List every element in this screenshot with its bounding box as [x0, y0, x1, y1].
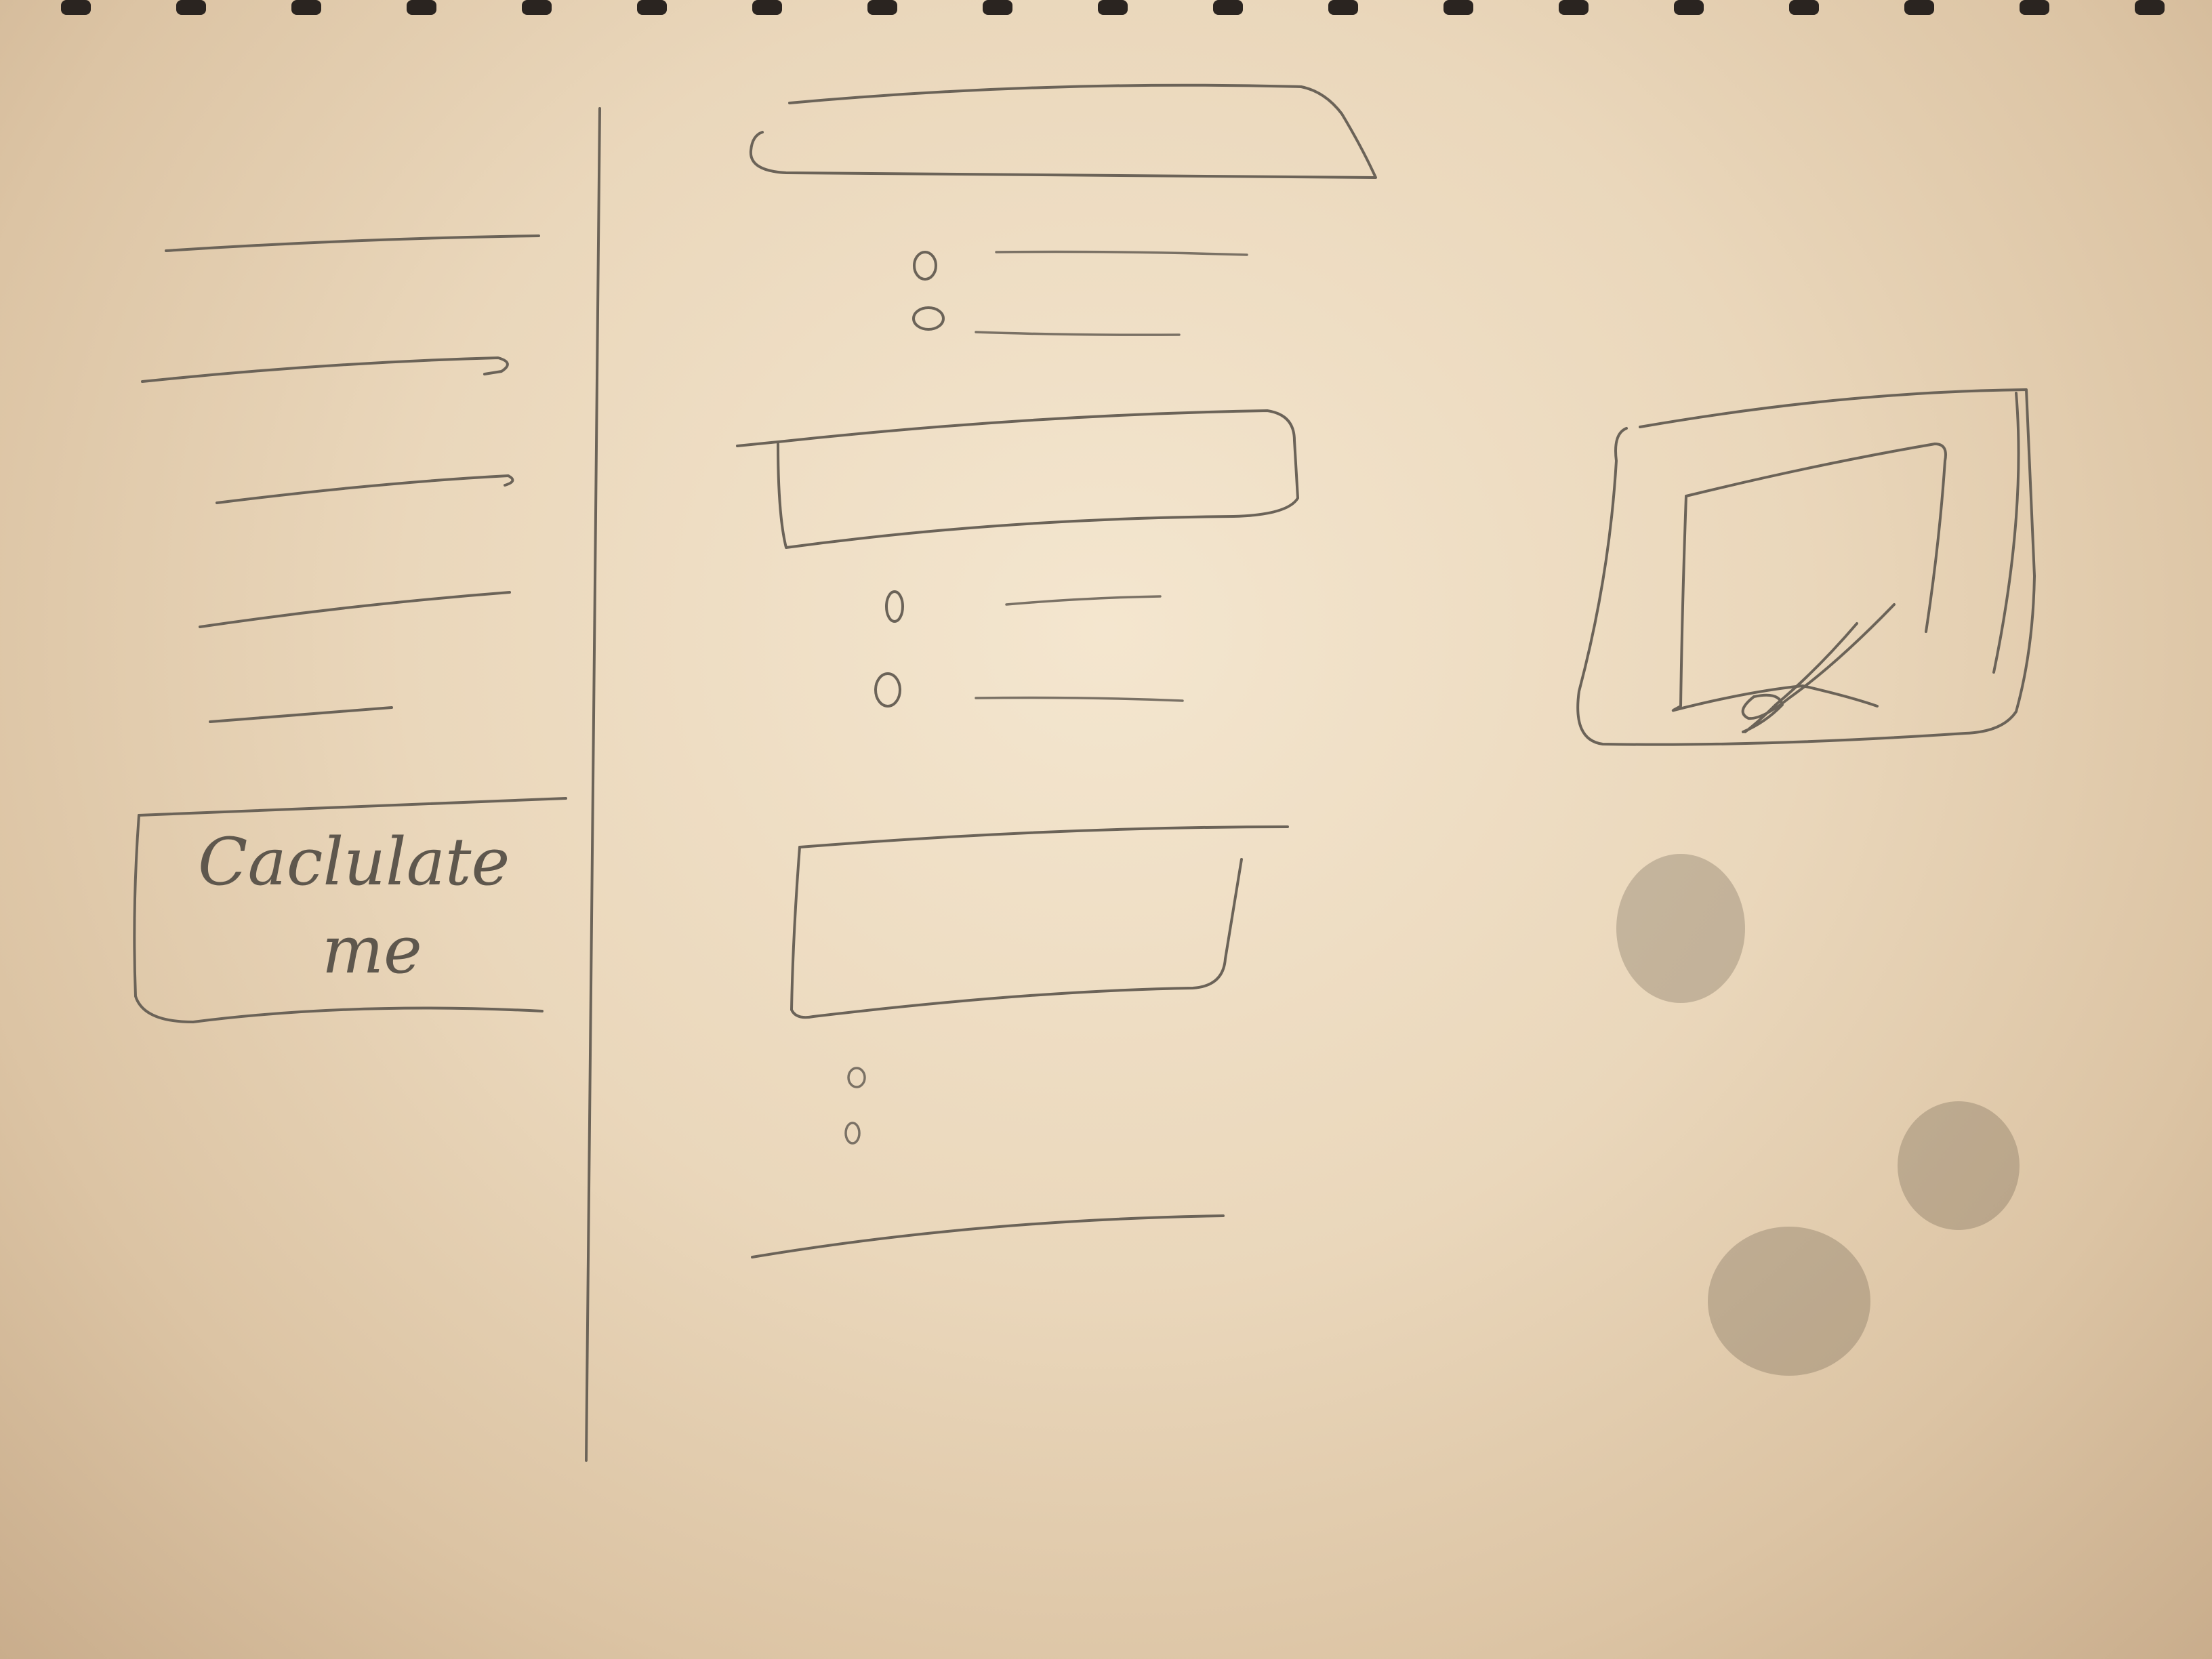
calculate-button-label-line1: Caclulate	[198, 824, 510, 900]
sidebar-item[interactable]	[199, 591, 511, 628]
radio-option-label	[1005, 595, 1162, 606]
question-group-1	[749, 83, 1377, 336]
radio-option-icon[interactable]	[844, 1122, 861, 1145]
sidebar-item[interactable]	[141, 356, 509, 383]
sidebar-item[interactable]	[165, 234, 540, 252]
question-group-3	[790, 825, 1289, 1145]
radio-option-icon[interactable]	[912, 306, 945, 331]
sidebar-divider	[585, 107, 601, 1462]
calculate-button[interactable]: Caclulate me	[133, 797, 567, 1023]
sidebar-item[interactable]	[216, 474, 514, 504]
pen-stroke	[1741, 603, 1896, 733]
calculate-button-label-line2: me	[322, 912, 422, 988]
radio-option-label	[975, 696, 1184, 702]
sidebar-menu	[141, 234, 540, 723]
image-with-pen-icon[interactable]	[1576, 388, 2036, 746]
radio-option-icon[interactable]	[885, 590, 904, 623]
radio-option-label	[995, 250, 1248, 256]
sidebar-item[interactable]	[209, 706, 393, 723]
radio-option-icon[interactable]	[913, 251, 937, 281]
content-footer-line	[751, 1214, 1225, 1258]
notebook-binding	[61, 0, 2165, 15]
preview-frame	[1576, 388, 2036, 746]
radio-option-icon[interactable]	[874, 672, 901, 708]
input-box[interactable]	[790, 846, 1243, 1019]
radio-option-icon[interactable]	[847, 1067, 866, 1088]
preview-inner-frame	[1671, 443, 1947, 712]
paper-smudges	[1616, 854, 2020, 1376]
input-box[interactable]	[736, 409, 1299, 549]
question-group-2	[736, 409, 1299, 708]
section-header-box	[749, 83, 1377, 179]
radio-option-label	[975, 331, 1181, 336]
